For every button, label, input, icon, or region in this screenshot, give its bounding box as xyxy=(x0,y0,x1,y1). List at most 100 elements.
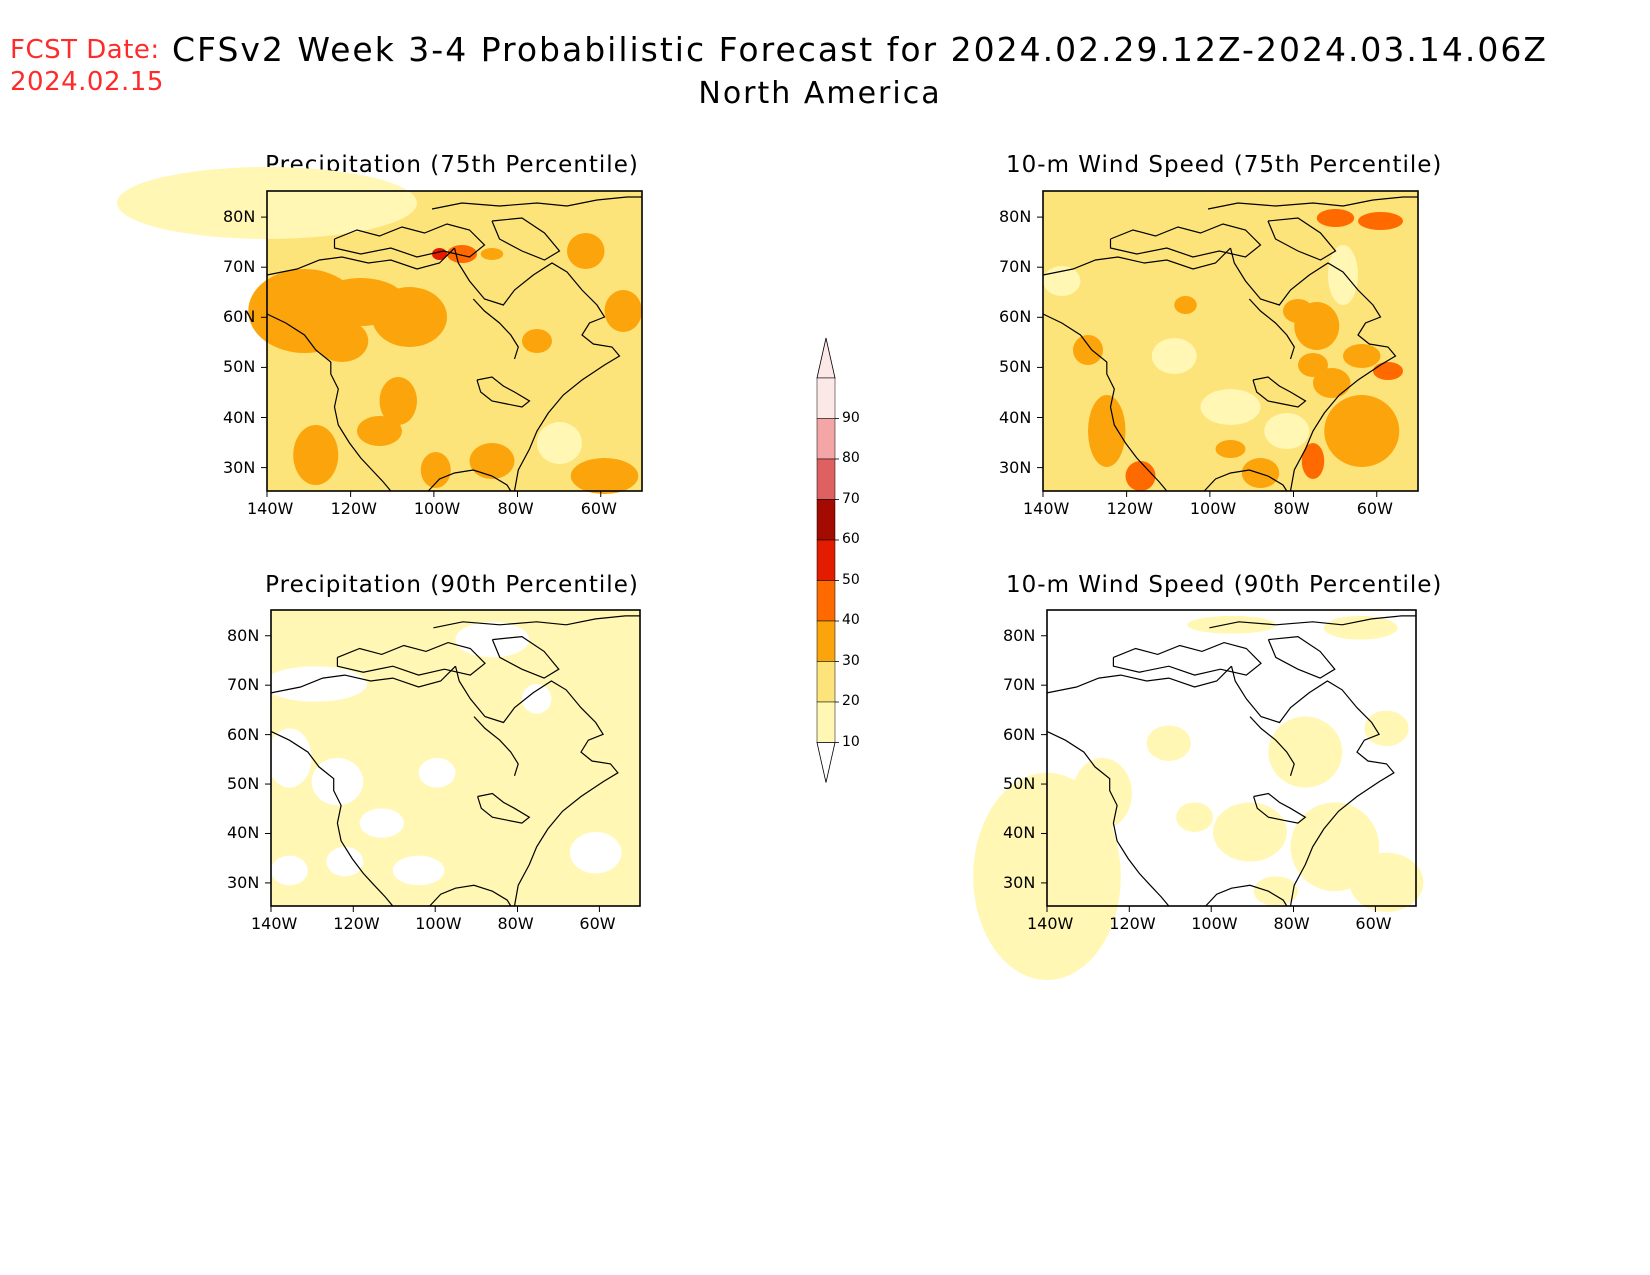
lat-tick-label: 70N xyxy=(1003,675,1036,695)
lon-tick-label: 140W xyxy=(1027,914,1074,933)
probability-contour xyxy=(392,855,445,886)
coastline xyxy=(433,615,640,629)
coastline xyxy=(270,730,394,907)
probability-contour xyxy=(1200,389,1261,425)
colorbar-segment xyxy=(816,580,836,622)
coastline xyxy=(1252,376,1307,408)
lon-tick-label: 80W xyxy=(497,499,534,518)
colorbar-label: 30 xyxy=(842,652,860,669)
coastline xyxy=(476,376,531,408)
probability-contour xyxy=(1072,758,1132,830)
probability-contour xyxy=(522,329,552,353)
fcst-date-block: FCST Date: 2024.02.15 xyxy=(10,34,164,98)
lat-tick-label: 50N xyxy=(999,357,1032,377)
colorbar-label: 70 xyxy=(842,490,860,507)
lon-tick-label: 140W xyxy=(251,914,298,933)
colorbar-label: 90 xyxy=(842,409,860,426)
probability-contour xyxy=(1146,725,1191,761)
coastline xyxy=(1230,666,1395,907)
lon-tick-label: 120W xyxy=(1109,914,1156,933)
coastline xyxy=(477,792,531,824)
lat-tick-label: 70N xyxy=(223,257,256,277)
coastline xyxy=(454,666,619,907)
coastline xyxy=(1253,792,1307,824)
probability-contour xyxy=(372,287,447,347)
coastline xyxy=(1229,247,1397,492)
lat-tick-label: 80N xyxy=(999,207,1032,227)
colorbar-segment xyxy=(816,458,836,500)
lat-tick-label: 80N xyxy=(223,207,256,227)
map-precip-75 xyxy=(117,167,643,497)
lat-tick-label: 40N xyxy=(227,823,260,843)
colorbar-label: 10 xyxy=(842,733,860,750)
probability-contour xyxy=(315,320,369,362)
colorbar-label: 80 xyxy=(842,450,860,466)
probability-contour xyxy=(1215,440,1246,458)
lon-tick-label: 120W xyxy=(333,914,380,933)
fcst-date-value: 2024.02.15 xyxy=(10,67,164,97)
coastline xyxy=(427,469,512,492)
lon-tick-label: 100W xyxy=(415,914,462,933)
probability-contour xyxy=(311,758,364,806)
probability-contour xyxy=(1313,368,1351,398)
coastline xyxy=(491,635,560,679)
coastline xyxy=(1207,196,1418,210)
lon-tick-label: 80W xyxy=(497,914,534,933)
panel-title-wind-90: 10-m Wind Speed (90th Percentile) xyxy=(1006,572,1443,598)
coastline xyxy=(453,247,621,492)
map-frame xyxy=(1046,609,1417,907)
panel-title-wind-75: 10-m Wind Speed (75th Percentile) xyxy=(1006,152,1443,178)
lat-tick-label: 70N xyxy=(999,257,1032,277)
probability-contour xyxy=(1373,362,1403,380)
probability-contour xyxy=(1264,413,1310,449)
colorbar-segment xyxy=(816,539,836,581)
probability-contour xyxy=(469,443,515,479)
lat-tick-label: 50N xyxy=(227,774,260,794)
coastline xyxy=(1248,298,1295,360)
probability-contour xyxy=(537,422,582,464)
coastline xyxy=(1046,665,1232,694)
coastline xyxy=(270,665,456,694)
colorbar-label: 50 xyxy=(842,571,860,588)
probability-contour xyxy=(1301,443,1325,479)
probability-contour xyxy=(1268,716,1343,788)
lat-tick-label: 30N xyxy=(1003,872,1036,892)
probability-contour xyxy=(1073,335,1103,365)
lat-tick-label: 60N xyxy=(999,307,1032,327)
probability-contour xyxy=(1323,615,1398,640)
probability-contour xyxy=(521,684,552,714)
colorbar-label: 60 xyxy=(842,531,860,547)
lat-tick-label: 40N xyxy=(223,407,256,427)
panel-title-precip-90: Precipitation (90th Percentile) xyxy=(265,572,639,598)
region-title: North America xyxy=(698,76,942,111)
probability-contour xyxy=(267,728,312,788)
probability-contour xyxy=(326,846,364,877)
coastline xyxy=(266,313,392,492)
coastline xyxy=(333,223,486,258)
probability-contour xyxy=(357,416,402,446)
coastline xyxy=(1205,884,1288,907)
probability-contour xyxy=(1328,245,1358,305)
colorbar-top-cap xyxy=(816,337,836,379)
probability-contour xyxy=(1316,209,1355,227)
coastline xyxy=(1267,217,1337,261)
probability-contour xyxy=(1043,266,1081,296)
lon-tick-label: 60W xyxy=(579,914,616,933)
probability-contour xyxy=(569,832,622,874)
lat-tick-label: 30N xyxy=(999,457,1032,477)
lon-tick-label: 140W xyxy=(247,499,294,518)
probability-contour xyxy=(420,452,451,488)
coastline xyxy=(491,217,561,261)
probability-contour xyxy=(1343,344,1381,368)
probability-contour xyxy=(1324,395,1400,467)
probability-contour xyxy=(1213,802,1287,862)
lon-tick-label: 140W xyxy=(1023,499,1070,518)
probability-contour xyxy=(1125,461,1156,491)
probability-contour xyxy=(1283,299,1313,323)
probability-contour xyxy=(1349,852,1424,912)
lon-tick-label: 80W xyxy=(1273,914,1310,933)
probability-contour xyxy=(1174,296,1197,314)
colorbar-bottom-cap xyxy=(816,742,836,783)
coastline xyxy=(429,884,512,907)
lat-tick-label: 50N xyxy=(1003,774,1036,794)
